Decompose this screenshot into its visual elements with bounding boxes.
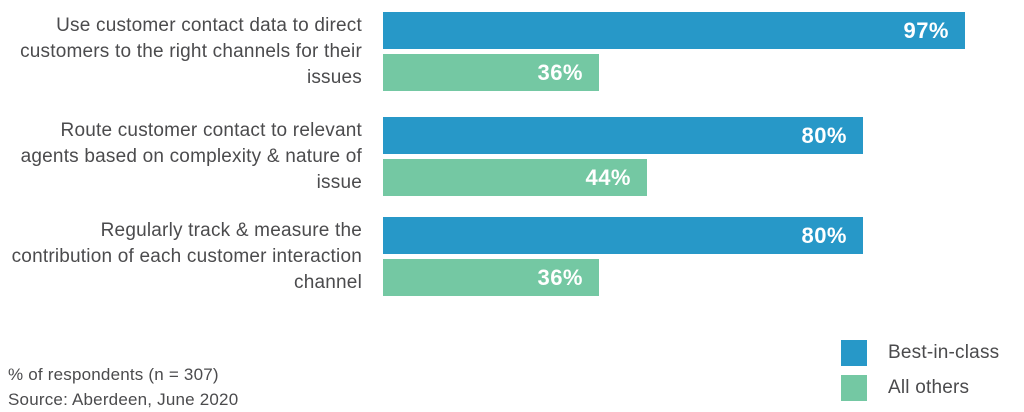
bar-best-in-class: 80% bbox=[383, 117, 863, 154]
legend-label: Best-in-class bbox=[888, 342, 1000, 363]
bar-all-others: 36% bbox=[383, 259, 599, 296]
bar-value-label: 97% bbox=[903, 17, 949, 43]
respondents-note: % of respondents (n = 307) bbox=[8, 365, 219, 384]
bar-value-label: 80% bbox=[801, 122, 847, 148]
bar-pair: 97% 36% bbox=[383, 12, 983, 91]
category-label: Route customer contact to relevant agent… bbox=[20, 119, 362, 193]
source-note: Source: Aberdeen, June 2020 bbox=[8, 390, 239, 409]
legend-item-best-in-class: Best-in-class bbox=[841, 340, 999, 366]
chart-row-group: Use customer contact data to direct cust… bbox=[0, 12, 1024, 91]
legend-label: All others bbox=[888, 377, 970, 398]
category-label: Use customer contact data to direct cust… bbox=[20, 14, 362, 88]
bar-value-label: 36% bbox=[537, 264, 583, 290]
bar-value-label: 36% bbox=[537, 59, 583, 85]
category-label: Regularly track & measure the contributi… bbox=[11, 219, 362, 293]
legend-swatch-blue bbox=[841, 340, 867, 366]
legend: Best-in-class All others bbox=[841, 340, 999, 410]
bar-best-in-class: 97% bbox=[383, 12, 965, 49]
bar-track: 97% bbox=[383, 12, 983, 49]
legend-swatch-green bbox=[841, 375, 867, 401]
chart-footer: % of respondents (n = 307) Source: Aberd… bbox=[8, 362, 238, 412]
bar-value-label: 80% bbox=[801, 222, 847, 248]
bar-track: 44% bbox=[383, 159, 983, 196]
bar-best-in-class: 80% bbox=[383, 217, 863, 254]
bar-all-others: 44% bbox=[383, 159, 647, 196]
bar-track: 36% bbox=[383, 259, 983, 296]
bar-value-label: 44% bbox=[585, 164, 631, 190]
bar-all-others: 36% bbox=[383, 54, 599, 91]
bar-pair: 80% 36% bbox=[383, 217, 983, 296]
bar-pair: 80% 44% bbox=[383, 117, 983, 196]
bar-track: 36% bbox=[383, 54, 983, 91]
bar-track: 80% bbox=[383, 117, 983, 154]
chart-row-group: Route customer contact to relevant agent… bbox=[0, 117, 1024, 196]
chart-row-group: Regularly track & measure the contributi… bbox=[0, 217, 1024, 296]
bar-track: 80% bbox=[383, 217, 983, 254]
legend-item-all-others: All others bbox=[841, 375, 999, 401]
